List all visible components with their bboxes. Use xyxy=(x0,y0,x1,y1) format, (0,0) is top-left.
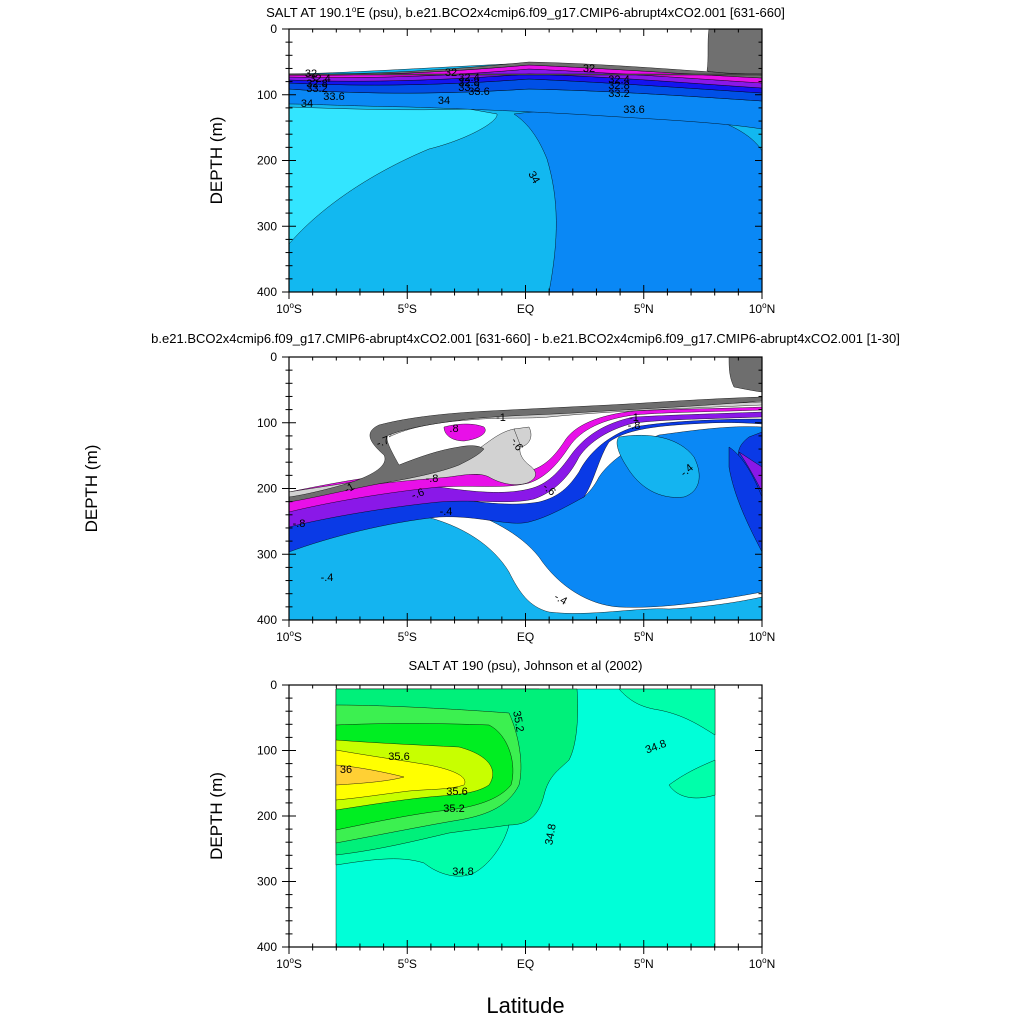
y-tick-label: 200 xyxy=(257,809,277,823)
contour-fills xyxy=(289,357,762,620)
y-tick-label: 100 xyxy=(257,416,277,430)
contour-label: -.8 xyxy=(628,420,641,432)
y-tick-label: 400 xyxy=(257,285,277,299)
contour-label: -.4 xyxy=(552,591,569,608)
x-tick-label: EQ xyxy=(517,630,534,644)
panel-2-title: b.e21.BCO2x4cmip6.f09_g17.CMIP6-abrupt4x… xyxy=(151,331,900,346)
contour-label: -.6 xyxy=(508,436,525,453)
contour-label: 34.8 xyxy=(543,823,559,846)
x-tick-label: 5oS xyxy=(398,301,417,316)
contour-label: 34 xyxy=(438,95,450,107)
x-tick-label: 10oS xyxy=(276,629,302,644)
x-tick-label: EQ xyxy=(517,302,534,316)
contour-fills xyxy=(289,29,762,292)
contour-band-j35 xyxy=(618,688,716,736)
x-tick-label: 10oN xyxy=(749,956,775,971)
contour-band-c_low xyxy=(706,29,762,75)
panel-3-title: SALT AT 190 (psu), Johnson et al (2002) xyxy=(409,658,643,673)
contour-label: 36 xyxy=(340,764,352,776)
contour-band-j35 xyxy=(668,759,716,799)
contour-band-d_m1 xyxy=(738,451,762,493)
contour-label: 34 xyxy=(525,169,542,186)
panel-1: SALT AT 190.1oE (psu), b.e21.BCO2x4cmip6… xyxy=(207,5,785,316)
contour-label: 33.6 xyxy=(468,86,489,98)
contour-band-d_lt_m04 xyxy=(616,434,700,498)
x-tick-label: 10oS xyxy=(276,301,302,316)
contour-label: 32.4 xyxy=(309,73,330,85)
contour-label: 32 xyxy=(305,68,317,80)
contour-band-d_grey xyxy=(728,357,762,393)
contour-label: -1 xyxy=(629,412,639,424)
contour-label: 32.8 xyxy=(458,77,479,89)
contour-label: 33.2 xyxy=(306,83,327,95)
panel-3-plot-area: 35.235.63635.635.234.834.834.80100200300… xyxy=(257,678,775,971)
contour-label: 35.6 xyxy=(388,751,409,763)
contour-label: 32 xyxy=(583,63,595,75)
y-tick-label: 300 xyxy=(257,219,277,233)
contour-label: -.4 xyxy=(440,506,453,518)
x-tick-label: 5oN xyxy=(634,629,654,644)
contour-band-c_low xyxy=(289,61,762,79)
panel-3-ylabel: DEPTH (m) xyxy=(207,772,226,860)
contour-label: 33.6 xyxy=(623,104,644,116)
contour-band-d_pos xyxy=(513,426,532,448)
y-tick-label: 400 xyxy=(257,613,277,627)
x-tick-label: 5oS xyxy=(398,956,417,971)
contour-band-c_low xyxy=(289,73,762,76)
contour-label: .8 xyxy=(449,423,458,435)
contour-label: 32.8 xyxy=(306,78,327,90)
x-tick-label: 5oS xyxy=(398,629,417,644)
contour-label: 32.4 xyxy=(458,72,479,84)
panel-1-title: SALT AT 190.1oE (psu), b.e21.BCO2x4cmip6… xyxy=(266,5,785,20)
panel-2-plot-area: .8-1-.7 -.6-1-.8-.6-.4-.8-.4-.4-1-.8-.4-.… xyxy=(257,350,775,644)
panel-3: SALT AT 190 (psu), Johnson et al (2002) 3… xyxy=(207,658,775,1018)
y-tick-label: 400 xyxy=(257,940,277,954)
x-axis-label: Latitude xyxy=(486,993,564,1018)
contour-label: 34.8 xyxy=(452,866,473,878)
contour-band-c34_low xyxy=(289,106,498,245)
panel-2-ylabel: DEPTH (m) xyxy=(82,445,101,533)
contour-band-d_grey xyxy=(289,396,762,503)
x-tick-label: 5oN xyxy=(634,956,654,971)
y-tick-label: 300 xyxy=(257,547,277,561)
contour-label: 33.2 xyxy=(608,88,629,100)
panel-1-ylabel: DEPTH (m) xyxy=(207,117,226,205)
x-tick-label: EQ xyxy=(517,957,534,971)
contour-label: 35.2 xyxy=(443,803,464,815)
x-tick-label: 10oN xyxy=(749,301,775,316)
y-tick-label: 200 xyxy=(257,482,277,496)
contour-label: 35.2 xyxy=(510,710,526,733)
contour-band-j36 xyxy=(335,749,466,801)
contour-label: -1 xyxy=(496,412,506,424)
x-tick-label: 10oN xyxy=(749,629,775,644)
y-tick-label: 100 xyxy=(257,88,277,102)
y-tick-label: 100 xyxy=(257,744,277,758)
y-tick-label: 0 xyxy=(270,678,277,692)
x-tick-label: 5oN xyxy=(634,301,654,316)
contour-band-d_m1 xyxy=(289,411,762,528)
contour-label: 32.8 xyxy=(608,80,629,92)
y-tick-label: 200 xyxy=(257,154,277,168)
y-tick-label: 0 xyxy=(270,350,277,364)
panel-2: b.e21.BCO2x4cmip6.f09_g17.CMIP6-abrupt4x… xyxy=(82,331,900,644)
contour-label: 33.2 xyxy=(458,82,479,94)
contour-label: -.6 xyxy=(410,486,426,502)
contour-label: 32 xyxy=(445,67,457,79)
contour-label: 35.6 xyxy=(446,786,467,798)
x-tick-label: 10oS xyxy=(276,956,302,971)
contour-label: 33.6 xyxy=(323,91,344,103)
contour-band-d_m12 xyxy=(443,423,486,442)
contour-label: -.7 xyxy=(375,434,391,450)
contour-label: -.8 xyxy=(426,473,439,485)
contour-label: -.4 xyxy=(321,572,334,584)
contour-label: 32.4 xyxy=(608,74,629,86)
y-tick-label: 0 xyxy=(270,22,277,36)
contour-label: 34 xyxy=(301,98,313,110)
contour-fills xyxy=(289,685,762,947)
contour-band-j362 xyxy=(335,764,405,786)
y-tick-label: 300 xyxy=(257,875,277,889)
contour-label: -.8 xyxy=(293,518,306,530)
